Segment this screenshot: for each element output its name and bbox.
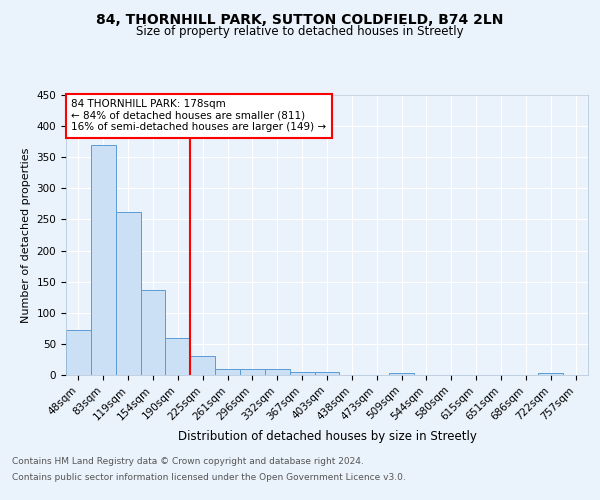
Bar (91, 145, 116, 375)
Y-axis label: Number of detached properties: Number of detached properties (21, 148, 31, 322)
Bar (290, 372, 314, 375)
X-axis label: Distribution of detached houses by size in Streetly: Distribution of detached houses by size … (178, 430, 476, 443)
Bar (389, 372, 414, 375)
Bar (265, 369, 290, 375)
Text: Contains HM Land Registry data © Crown copyright and database right 2024.: Contains HM Land Registry data © Crown c… (12, 458, 364, 466)
Bar (140, 290, 166, 375)
Bar (314, 372, 340, 375)
Bar (190, 356, 215, 375)
Text: 84, THORNHILL PARK, SUTTON COLDFIELD, B74 2LN: 84, THORNHILL PARK, SUTTON COLDFIELD, B7… (97, 12, 503, 26)
Bar (240, 369, 265, 375)
Bar (538, 372, 563, 375)
Text: Contains public sector information licensed under the Open Government Licence v3: Contains public sector information licen… (12, 472, 406, 482)
Bar (166, 338, 190, 375)
Bar (116, 212, 140, 375)
Text: Size of property relative to detached houses in Streetly: Size of property relative to detached ho… (136, 25, 464, 38)
Bar (215, 369, 240, 375)
Bar (66, 330, 91, 375)
Text: 84 THORNHILL PARK: 178sqm
← 84% of detached houses are smaller (811)
16% of semi: 84 THORNHILL PARK: 178sqm ← 84% of detac… (71, 99, 326, 132)
